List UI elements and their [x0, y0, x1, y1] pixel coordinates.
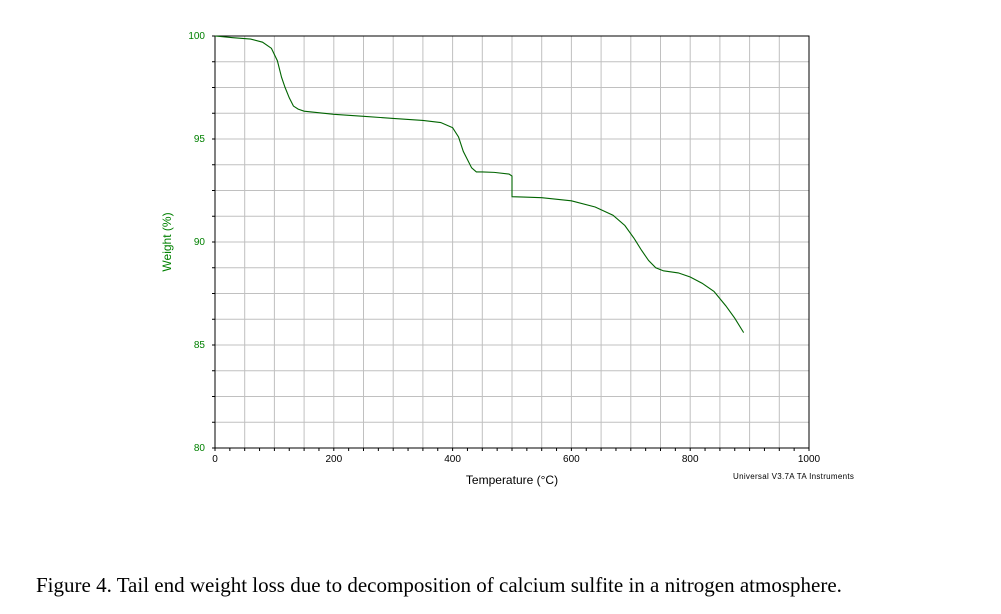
y-tick-label: 85 — [194, 340, 206, 351]
y-tick-labels: 80 85 90 95 100 — [188, 31, 205, 454]
x-axis-title: Temperature (°C) — [466, 473, 558, 487]
y-tick-label: 100 — [188, 31, 205, 42]
tga-chart: 80 85 90 95 100 0 200 400 600 800 1000 Temperatur… — [160, 31, 821, 487]
x-tick-label: 800 — [682, 454, 699, 465]
grid — [215, 36, 809, 448]
x-tick-label: 200 — [325, 454, 342, 465]
x-tick-label: 0 — [212, 454, 218, 465]
weight-curve — [214, 35, 745, 333]
y-tick-label: 80 — [194, 443, 206, 454]
x-tick-labels: 0 200 400 600 800 1000 — [212, 454, 820, 465]
minor-ticks — [212, 35, 810, 451]
figure-caption: Figure 4. Tail end weight loss due to de… — [36, 573, 842, 597]
y-tick-label: 95 — [194, 134, 206, 145]
y-tick-label: 90 — [194, 237, 206, 248]
y-axis-title: Weight (%) — [160, 212, 174, 271]
x-tick-label: 600 — [563, 454, 580, 465]
software-note: Universal V3.7A TA Instruments — [733, 472, 855, 481]
x-tick-label: 400 — [444, 454, 461, 465]
x-tick-label: 1000 — [798, 454, 821, 465]
